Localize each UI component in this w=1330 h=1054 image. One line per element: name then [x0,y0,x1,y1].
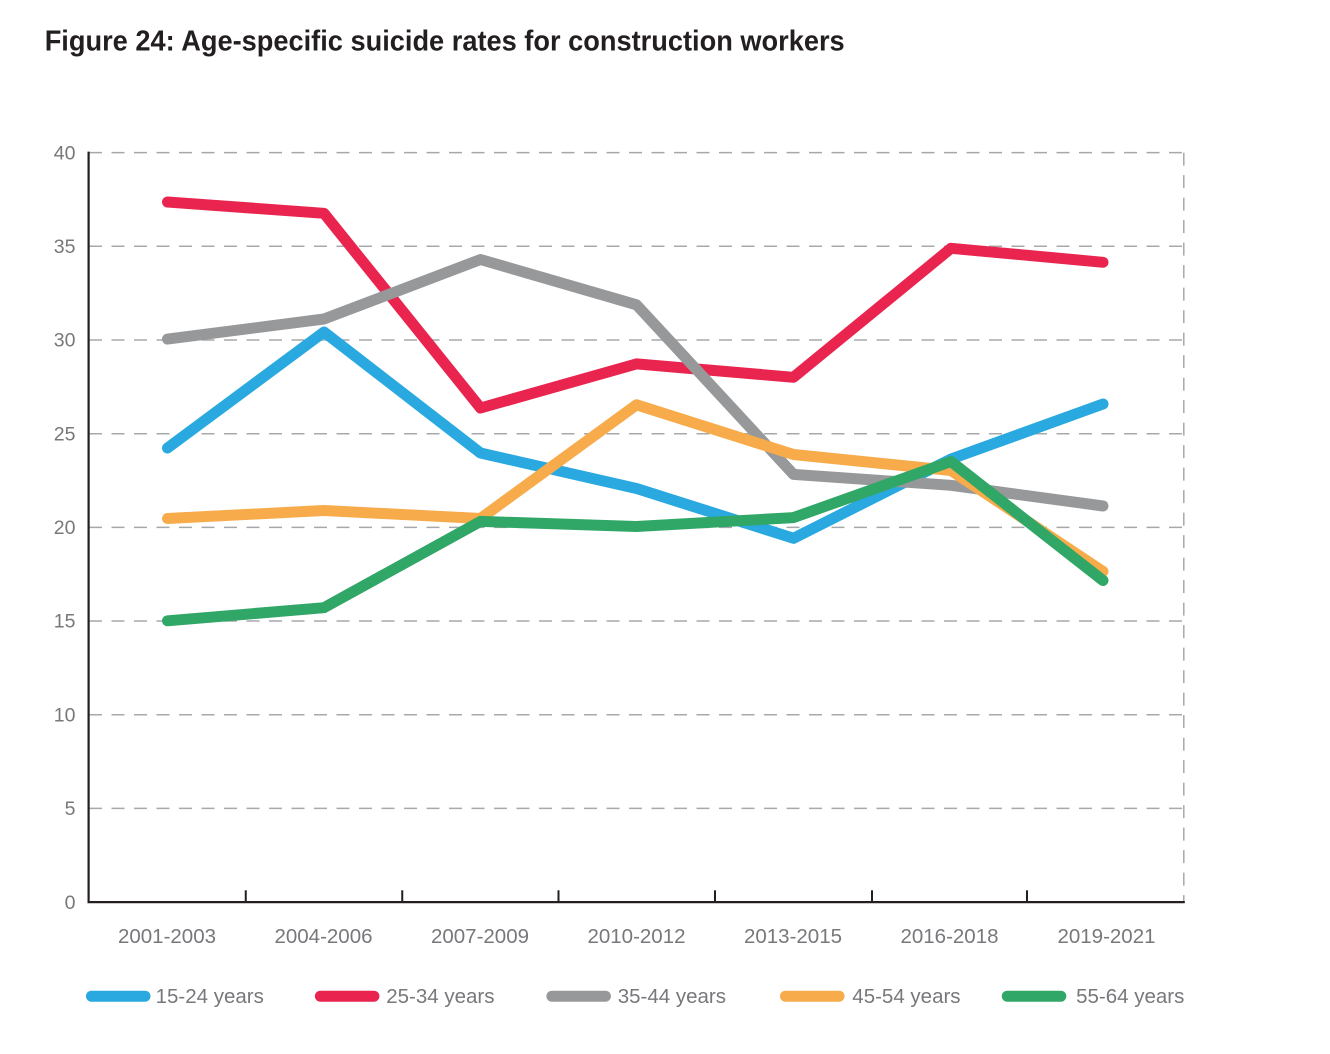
svg-text:45-54 years: 45-54 years [852,985,960,1008]
svg-text:2019-2021: 2019-2021 [1057,925,1155,948]
svg-text:30: 30 [54,330,76,352]
svg-text:25-34 years: 25-34 years [386,985,494,1008]
svg-text:35: 35 [54,236,76,258]
svg-text:35-44 years: 35-44 years [618,985,726,1008]
svg-text:5: 5 [65,798,76,820]
svg-text:2004-2006: 2004-2006 [274,925,372,948]
svg-text:0: 0 [65,892,76,914]
svg-text:Figure 24: Age-specific suicid: Figure 24: Age-specific suicide rates fo… [45,25,845,57]
svg-text:10: 10 [54,704,76,726]
svg-text:2013-2015: 2013-2015 [744,925,842,948]
svg-text:15-24 years: 15-24 years [156,985,264,1008]
svg-text:2001-2003: 2001-2003 [118,925,216,948]
svg-text:55-64 years: 55-64 years [1076,985,1184,1008]
svg-text:40: 40 [54,142,76,164]
svg-text:20: 20 [54,517,76,539]
svg-text:25: 25 [54,423,76,445]
svg-text:15: 15 [54,611,76,633]
svg-text:2007-2009: 2007-2009 [431,925,529,948]
svg-text:2010-2012: 2010-2012 [587,925,685,948]
svg-text:2016-2018: 2016-2018 [900,925,998,948]
